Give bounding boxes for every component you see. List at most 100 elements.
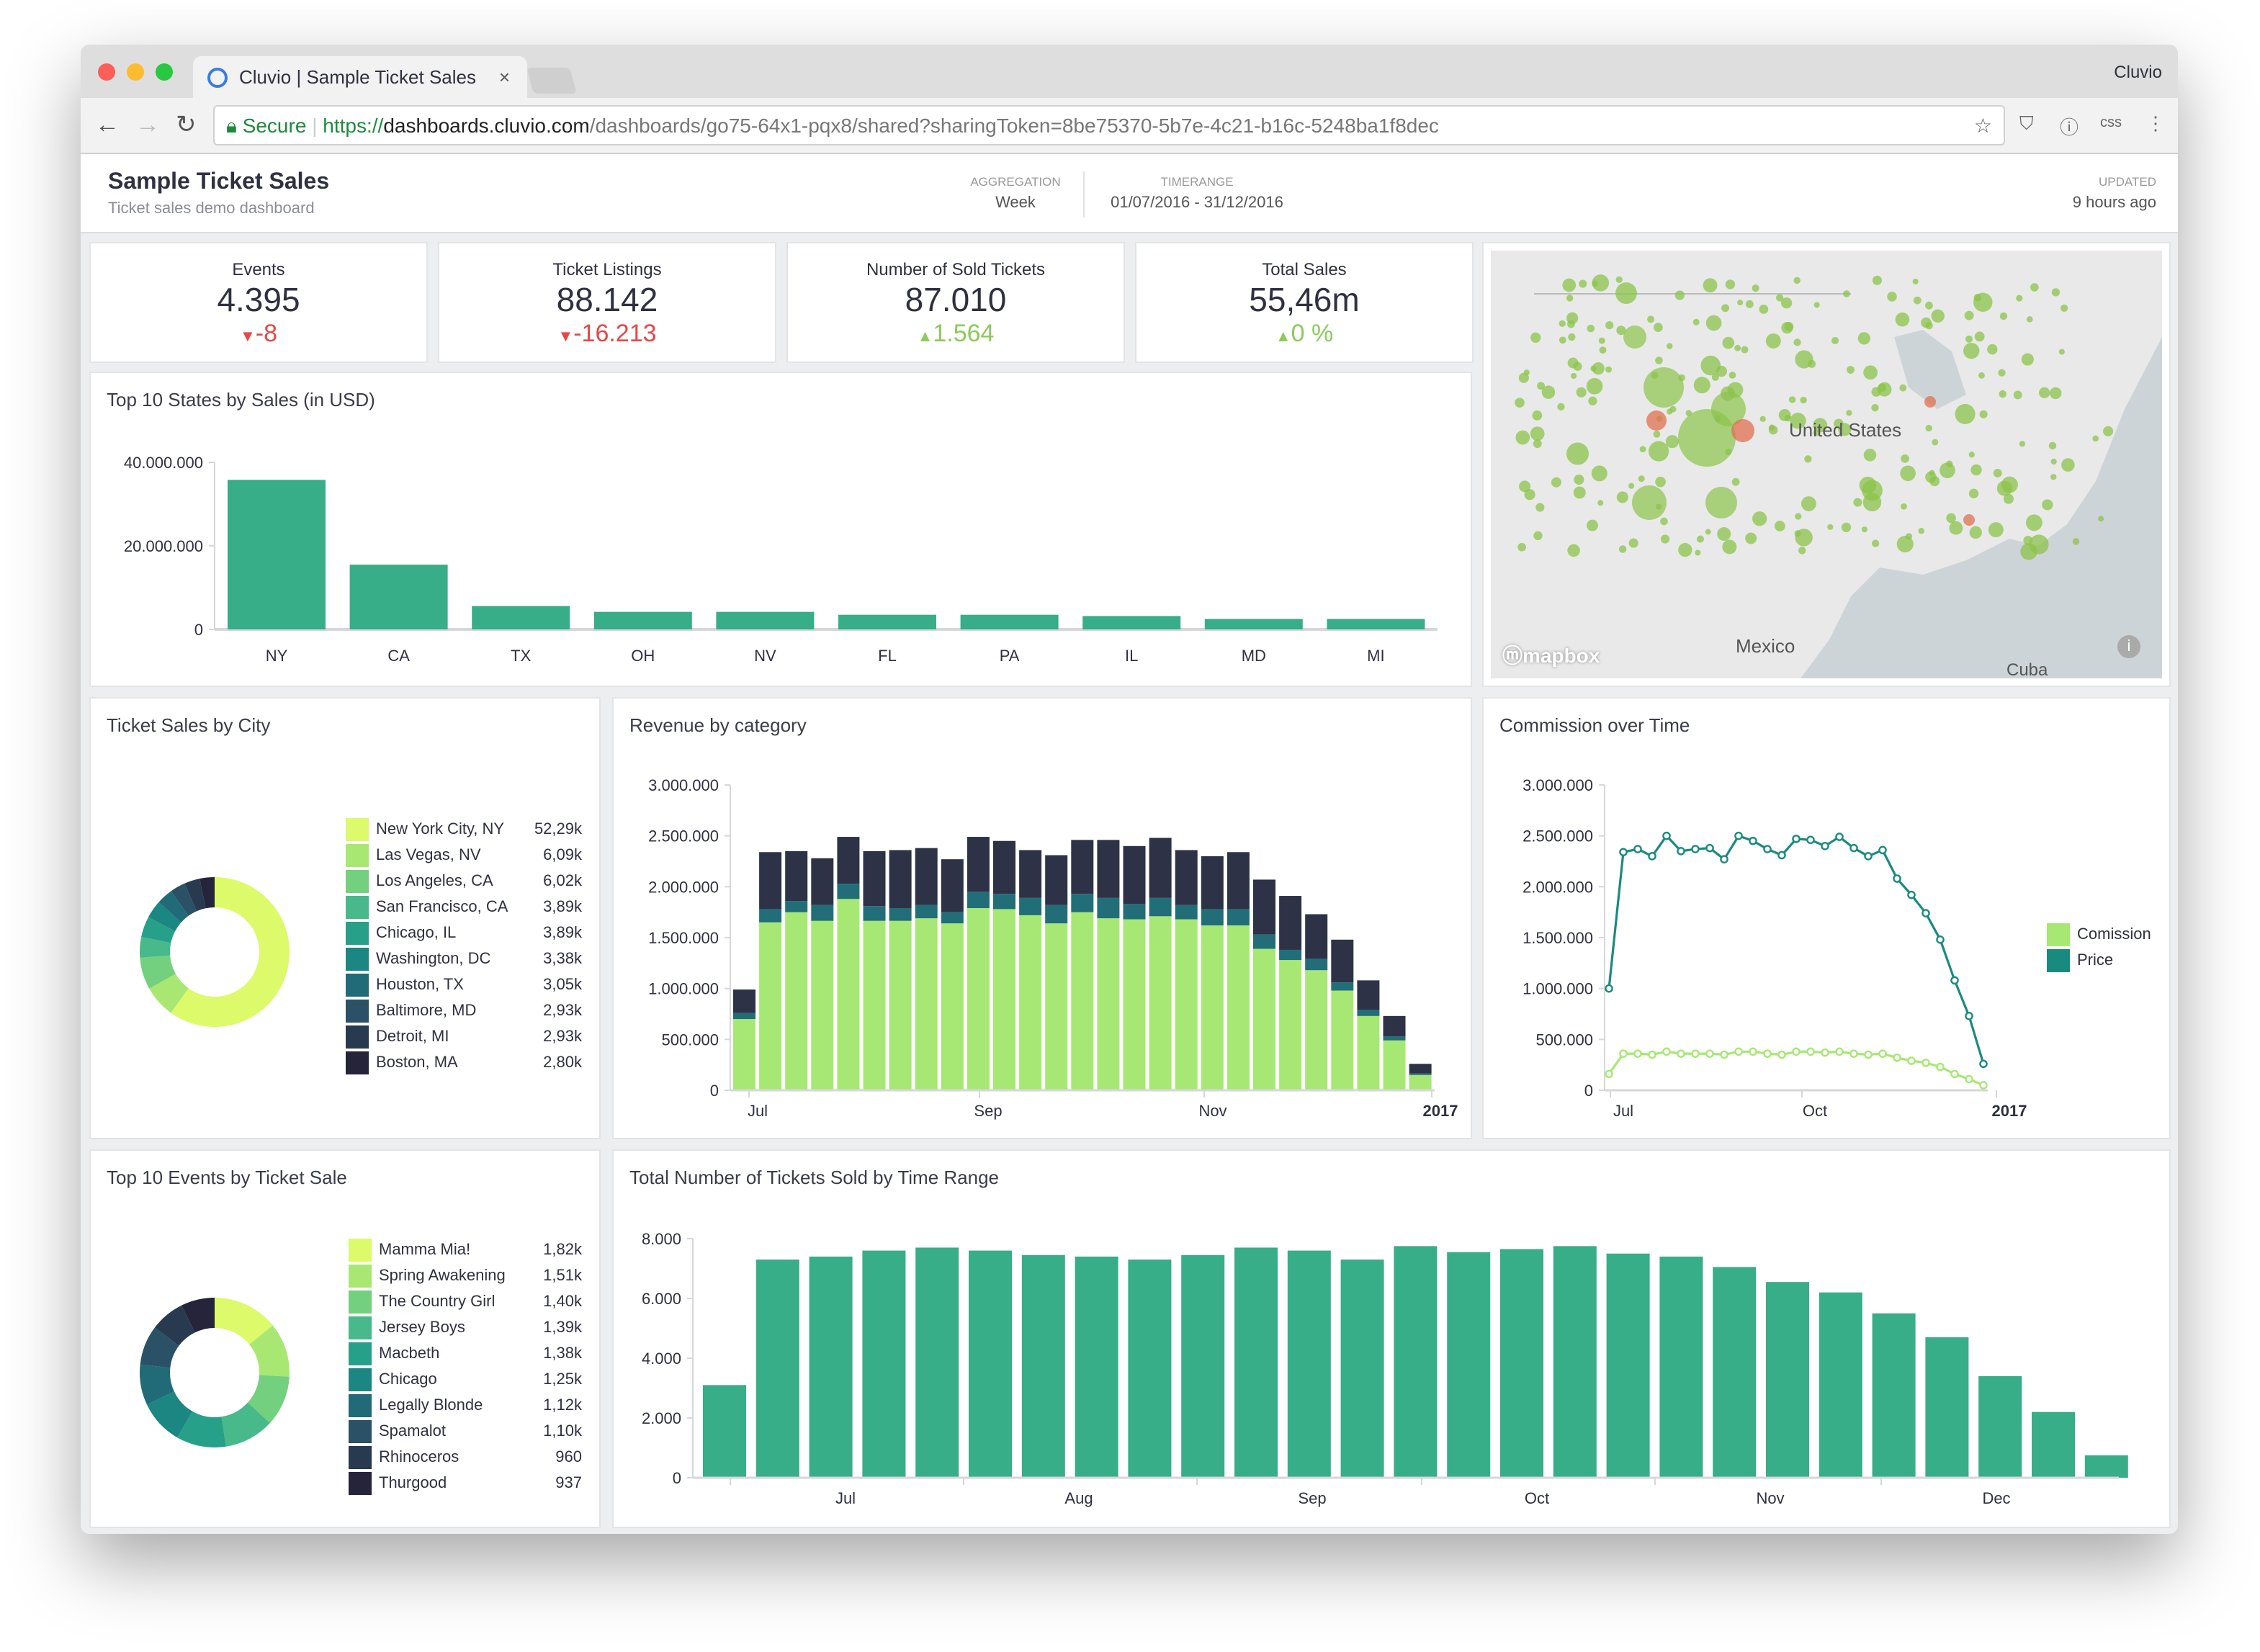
legend-item[interactable]: Chicago 1,25k: [349, 1367, 582, 1393]
mapbox-logo[interactable]: ⓜmapbox: [1502, 644, 1600, 667]
commission-chart[interactable]: 0 500.000 1.000.000 1.500.000 2.000.000 2.500…: [1484, 699, 2169, 1138]
menu-kebab-icon[interactable]: ⋮: [2146, 112, 2165, 134]
legend-label: Thurgood: [379, 1475, 447, 1492]
legend-item[interactable]: Comission: [2047, 922, 2162, 948]
slice-baltimore-md: [171, 883, 197, 916]
browser-tab[interactable]: Cluvio | Sample Ticket Sales ×: [193, 56, 527, 99]
bar: [1978, 1375, 2022, 1478]
aggregation-selector[interactable]: AGGREGATION Week: [959, 174, 1072, 212]
close-window-button[interactable]: [98, 63, 115, 81]
top-states-chart[interactable]: 0 20.000.000 40.000.000 NY CA TX OH NV FL PA IL MD M…: [91, 373, 1471, 686]
legend-item[interactable]: Chicago, IL 3,89k: [346, 920, 582, 946]
map-bubble: [1537, 382, 1545, 390]
kpi-delta: ▲0 %: [1136, 320, 1472, 349]
legend-item[interactable]: Houston, TX 3,05k: [346, 972, 582, 998]
data-point: [1893, 874, 1901, 883]
map-bubble: [1946, 513, 1956, 524]
legend-item[interactable]: Thurgood 937: [349, 1471, 582, 1496]
map-bubble: [1949, 521, 1963, 535]
line-comission: [1607, 1050, 1984, 1087]
legend-item[interactable]: Price: [2047, 948, 2162, 974]
info-extension-icon[interactable]: ⓘ: [2060, 117, 2079, 138]
legend-item[interactable]: Las Vegas, NV 6,09k: [346, 843, 582, 868]
legend-item[interactable]: Boston, MA 2,80k: [346, 1050, 582, 1076]
bar-segment: [1305, 970, 1328, 1090]
data-point: [1648, 852, 1656, 861]
back-icon[interactable]: ←: [95, 111, 120, 138]
reload-icon[interactable]: ↻: [176, 111, 197, 138]
css-extension-icon[interactable]: css: [2100, 115, 2122, 131]
events-donut-chart[interactable]: [91, 1151, 336, 1525]
legend-item[interactable]: Jersey Boys 1,39k: [349, 1315, 582, 1341]
map-bubble: [1696, 535, 1704, 543]
legend-item[interactable]: Los Angeles, CA 6,02k: [346, 868, 582, 894]
legend-item[interactable]: Spring Awakening 1,51k: [349, 1263, 582, 1289]
bookmark-star-icon[interactable]: ☆: [1973, 114, 1992, 137]
shield-extension-icon[interactable]: ⛉: [2019, 112, 2034, 134]
updated-value: 9 hours ago: [2072, 194, 2156, 212]
url-path: /dashboards/go75-64x1-pqx8/shared?sharin…: [589, 114, 1439, 137]
bar-segment: [1175, 919, 1198, 1090]
map-bubble: [1592, 362, 1605, 375]
x-tick-label: NV: [754, 647, 776, 665]
legend-item[interactable]: Rhinoceros 960: [349, 1445, 582, 1471]
sales-map[interactable]: [1491, 251, 2162, 678]
legend-item[interactable]: San Francisco, CA 3,89k: [346, 894, 582, 920]
legend-item[interactable]: Detroit, MI 2,93k: [346, 1024, 582, 1050]
map-bubble: [2092, 435, 2099, 442]
map-bubble: [1778, 408, 1791, 421]
map-bubble: [1515, 398, 1525, 408]
new-tab-button[interactable]: [526, 68, 577, 94]
slice-boston-ma: [199, 877, 215, 909]
data-point: [1619, 848, 1628, 857]
legend-swatch: [346, 974, 369, 997]
map-bubble: [1644, 367, 1684, 408]
bar-segment: [915, 918, 938, 1090]
data-point: [1950, 1069, 1959, 1079]
timerange-selector[interactable]: TIMERANGE 01/07/2016 - 31/12/2016: [1098, 174, 1296, 212]
legend-item[interactable]: Macbeth 1,38k: [349, 1341, 582, 1367]
map-bubble: [1711, 373, 1719, 381]
minimize-window-button[interactable]: [127, 63, 144, 81]
profile-name[interactable]: Cluvio: [2114, 62, 2162, 82]
tickets-chart[interactable]: 0 2.000 4.000 6.000 8.000 Jul Aug Sep Oct Nov Dec: [614, 1151, 2169, 1527]
legend-item[interactable]: Mamma Mia! 1,82k: [349, 1237, 582, 1263]
map-bubble: [1568, 333, 1576, 341]
legend-label: Rhinoceros: [379, 1449, 459, 1466]
map-bubble: [1804, 455, 1812, 463]
data-point: [1705, 1049, 1714, 1058]
map-bubble: [1551, 477, 1561, 488]
map-bubble: [1776, 294, 1784, 302]
legend-swatch: [349, 1316, 372, 1339]
map-bubble: [1963, 343, 1980, 359]
bar-segment: [811, 904, 834, 921]
kpi-delta-value: -8: [255, 320, 277, 347]
url-input[interactable]: 🔒︎ Secure | https://dashboards.cluvio.co…: [213, 105, 2005, 145]
legend-item[interactable]: Baltimore, MD 2,93k: [346, 998, 582, 1024]
legend-value: 1,40k: [543, 1293, 582, 1311]
legend-item[interactable]: Washington, DC 3,38k: [346, 946, 582, 972]
map-bubble: [1524, 489, 1535, 500]
revenue-chart[interactable]: 0 500.000 1.000.000 1.500.000 2.000.000 2.500…: [614, 699, 1471, 1138]
map-info-icon[interactable]: i: [2117, 635, 2140, 658]
legend-label: Houston, TX: [376, 977, 464, 994]
close-tab-icon[interactable]: ×: [498, 66, 510, 88]
updated-info: UPDATED 9 hours ago: [2073, 174, 2156, 212]
map-card: United States Mexico Cuba ⓜmapbox i: [1482, 242, 2171, 687]
dashboard-subtitle: Ticket sales demo dashboard: [108, 200, 315, 217]
city-donut-chart[interactable]: [91, 699, 336, 1131]
legend-item[interactable]: Legally Blonde 1,12k: [349, 1393, 582, 1419]
legend-item[interactable]: New York City, NY 52,29k: [346, 817, 582, 843]
forward-icon[interactable]: →: [135, 111, 160, 138]
bar-segment: [1305, 914, 1328, 959]
map-bubble: [1913, 296, 1922, 305]
chart-title: Commission over Time: [1499, 714, 1690, 736]
map-bubble: [1530, 332, 1541, 343]
maximize-window-button[interactable]: [156, 63, 173, 81]
legend-item[interactable]: The Country Girl 1,40k: [349, 1289, 582, 1315]
triangle-down-icon: ▼: [239, 328, 256, 346]
chart-title: Ticket Sales by City: [107, 714, 271, 736]
slice-rhinoceros: [154, 1305, 195, 1346]
legend-item[interactable]: Spamalot 1,10k: [349, 1419, 582, 1445]
events-legend: Mamma Mia! 1,82k Spring Awakening 1,51k The …: [349, 1237, 582, 1496]
